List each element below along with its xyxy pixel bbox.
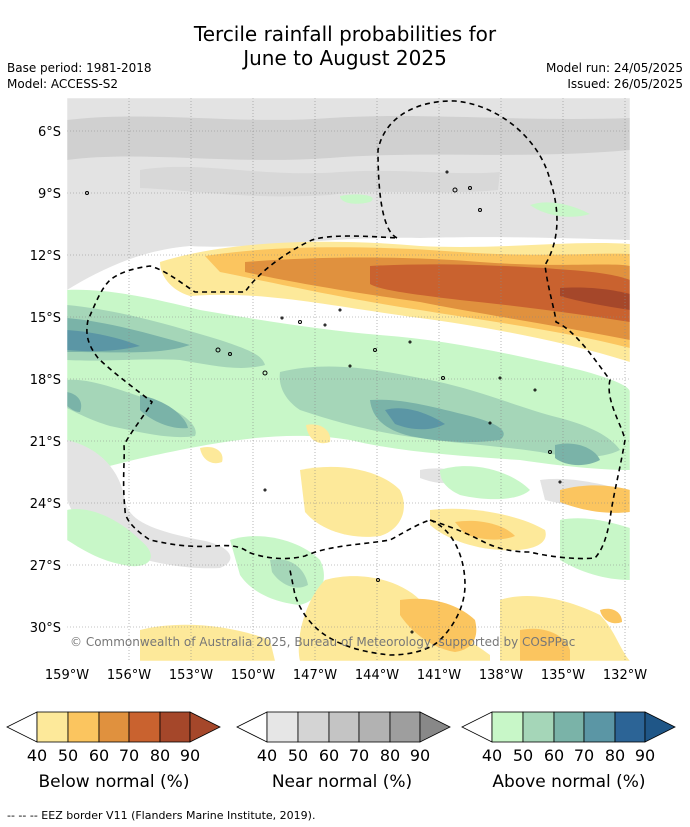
legend-above-normal — [461, 711, 676, 743]
legend-tick: 90 — [410, 746, 430, 765]
base-period: Base period: 1981-2018 — [7, 61, 152, 75]
title-line-2: June to August 2025 — [243, 46, 447, 70]
legend-swatch — [614, 711, 646, 743]
model-name: Model: ACCESS-S2 — [7, 77, 119, 91]
legend-tick: 80 — [605, 746, 625, 765]
legend-label-above: Above normal (%) — [492, 772, 646, 792]
map-title: Tercile rainfall probabilities for June … — [0, 22, 690, 70]
legend-swatch — [553, 711, 585, 743]
legend-arrow-left — [461, 711, 493, 743]
legend-swatch — [98, 711, 130, 743]
legend-swatch — [491, 711, 524, 743]
lat-label: 12°S — [30, 249, 61, 264]
legend-tick: 80 — [150, 746, 170, 765]
legend-arrow-right — [644, 711, 676, 743]
issued-date: Issued: 26/05/2025 — [567, 77, 683, 91]
legend-tick: 50 — [513, 746, 533, 765]
lon-label: 141°W — [417, 668, 461, 683]
lon-label: 153°W — [169, 668, 213, 683]
legend-tick: 40 — [257, 746, 277, 765]
lat-label: 27°S — [30, 559, 61, 574]
lat-label: 6°S — [38, 125, 61, 140]
legend-swatch — [159, 711, 191, 743]
lat-label: 24°S — [30, 497, 61, 512]
legend-swatch — [67, 711, 100, 743]
legend-swatch — [358, 711, 391, 743]
legend-swatch — [522, 711, 555, 743]
latitude-labels: 6°S 9°S 12°S 15°S 18°S 21°S 24°S 27°S 30… — [30, 125, 61, 636]
legend-near-normal — [236, 711, 451, 743]
lon-label: 150°W — [231, 668, 275, 683]
legend-swatch — [266, 711, 299, 743]
legend-arrow-left — [6, 711, 38, 743]
legend-tick: 60 — [89, 746, 109, 765]
legend-tick: 50 — [288, 746, 308, 765]
legend-label-below: Below normal (%) — [38, 772, 190, 792]
lon-label: 138°W — [479, 668, 523, 683]
lat-label: 15°S — [30, 311, 61, 326]
legend-tick: 60 — [319, 746, 339, 765]
lon-label: 159°W — [45, 668, 89, 683]
legend-tick: 70 — [349, 746, 369, 765]
lon-label: 144°W — [355, 668, 399, 683]
legend-swatch — [583, 711, 616, 743]
legend-tick: 70 — [574, 746, 594, 765]
title-line-1: Tercile rainfall probabilities for — [193, 22, 497, 46]
probability-field — [67, 98, 630, 661]
legend-tick: 40 — [482, 746, 502, 765]
legend-swatch — [36, 711, 69, 743]
legend-tick: 90 — [635, 746, 655, 765]
legend-tick: 60 — [544, 746, 564, 765]
legend-tick: 90 — [180, 746, 200, 765]
eez-borders — [86, 100, 626, 656]
legend-arrow-left — [236, 711, 268, 743]
meta-right: Model run: 24/05/2025 Issued: 26/05/2025 — [546, 60, 683, 92]
lon-label: 135°W — [541, 668, 585, 683]
meta-left: Base period: 1981-2018 Model: ACCESS-S2 — [7, 60, 152, 92]
lon-label: 132°W — [603, 668, 647, 683]
lat-label: 30°S — [30, 621, 61, 636]
graticule — [67, 98, 630, 661]
lat-label: 18°S — [30, 373, 61, 388]
eez-footnote: -- -- -- EEZ border V11 (Flanders Marine… — [7, 809, 316, 822]
legend-arrow-right — [419, 711, 451, 743]
map-frame — [66, 97, 631, 662]
lon-label: 147°W — [293, 668, 337, 683]
legend-arrow-right — [189, 711, 221, 743]
legend-tick: 40 — [27, 746, 47, 765]
legend-tick: 80 — [380, 746, 400, 765]
islands — [85, 170, 562, 634]
legend-below-normal — [6, 711, 221, 743]
longitude-labels: 159°W 156°W 153°W 150°W 147°W 144°W 141°… — [45, 668, 647, 683]
lon-label: 156°W — [107, 668, 151, 683]
legend-ticks: 40 50 60 70 80 90 40 50 60 70 80 90 40 5… — [27, 746, 655, 765]
legend-swatch — [389, 711, 421, 743]
copyright-text: © Commonwealth of Australia 2025, Bureau… — [70, 635, 575, 649]
legend-tick: 50 — [58, 746, 78, 765]
lat-label: 21°S — [30, 435, 61, 450]
legend-swatch — [128, 711, 161, 743]
legend-label-near: Near normal (%) — [271, 772, 413, 792]
legend-swatch — [297, 711, 330, 743]
legend-swatch — [328, 711, 360, 743]
model-run: Model run: 24/05/2025 — [545, 61, 683, 75]
lat-label: 9°S — [38, 187, 61, 202]
legend-tick: 70 — [119, 746, 139, 765]
